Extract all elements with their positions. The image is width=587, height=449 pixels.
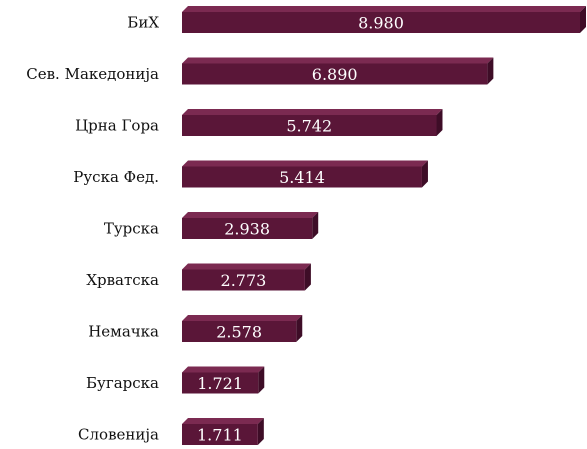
bar-group: 1.711 Словенија [78,418,264,445]
bar [182,63,488,85]
data-label: 2.773 [221,271,267,290]
bar-side-face [580,6,586,33]
category-tick-label: Словенија [78,426,159,444]
bar-group: 1.721 Бугарска [86,366,265,394]
bar [182,218,313,239]
data-label: 5.414 [279,168,325,187]
data-label: 6.890 [312,65,358,84]
bar [182,321,297,342]
bar [182,372,259,394]
bar-side-face [304,263,311,291]
bar-top-face [182,6,586,12]
bar-side-face [436,109,443,136]
bar-top-face [182,109,443,115]
bar-side-face [296,315,303,342]
category-tick-label: Црна Гора [75,117,159,135]
data-label: 2.938 [224,220,270,239]
bar-group: 2.773 Хрватска [86,263,311,291]
bar [182,115,437,136]
category-tick-label: Хрватска [86,271,159,289]
category-tick-label: БиХ [127,14,159,32]
bar-side-face [421,160,428,188]
bar-top-face [182,263,311,270]
category-tick-label: Руска Фед. [73,168,159,186]
bar-top-face [182,212,319,218]
data-label: 5.742 [286,117,332,136]
data-label: 1.711 [197,426,243,445]
bar-group: 6.890 Сев. Македонија [26,57,494,85]
bar-group: 5.414 Руска Фед. [73,160,428,188]
category-tick-label: Турска [104,220,159,238]
bar [182,269,305,291]
bar-side-face [487,57,494,85]
bar [182,424,258,445]
bar-group: 5.742 Црна Гора [75,109,443,136]
bar-top-face [182,418,264,424]
category-tick-label: Немачка [88,323,159,341]
data-label: 2.578 [216,323,262,342]
category-tick-label: Сев. Македонија [26,65,159,83]
category-tick-label: Бугарска [86,374,159,392]
bar-side-face [258,366,265,394]
bar-top-face [182,366,265,373]
bar-side-face [312,212,319,239]
bar-group: 2.938 Турска [104,212,319,239]
bar-group: 2.578 Немачка [88,315,303,342]
bar-top-face [182,57,494,64]
bar [182,166,422,188]
bar [182,12,580,33]
data-label: 8.980 [358,14,404,33]
bar-top-face [182,315,303,321]
bar-side-face [257,418,264,445]
data-label: 1.721 [197,374,243,393]
bar-group: 8.980 БиХ [127,6,586,33]
bar-top-face [182,160,428,167]
